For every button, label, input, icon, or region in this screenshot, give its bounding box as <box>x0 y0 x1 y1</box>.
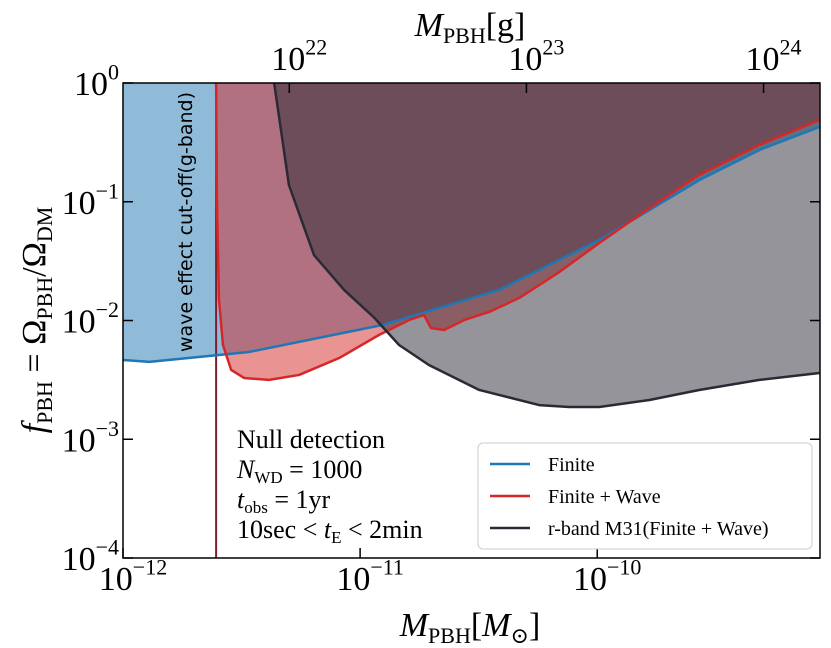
tick-base: 10 <box>99 561 133 598</box>
line <box>214 83 820 382</box>
legend-box <box>477 442 813 550</box>
label-part: M <box>414 7 445 44</box>
label-part: PBH <box>443 23 486 48</box>
label-part: obs <box>244 498 268 517</box>
tick-base: 10 <box>62 541 96 578</box>
y-tick-label: 10−3 <box>62 416 119 459</box>
top-tick-label: 1022 <box>271 35 327 78</box>
line <box>123 125 820 364</box>
label-part: ⊙ <box>511 623 529 648</box>
label-part: [ <box>471 607 482 644</box>
annotation-line: Null detection <box>237 425 385 454</box>
label-part: = 1000 <box>283 455 363 484</box>
legend-label: Finite + Wave <box>548 486 661 508</box>
line <box>272 83 820 409</box>
y-tick-label: 10−4 <box>62 535 119 578</box>
tick-base: 10 <box>62 185 96 222</box>
x-tick-label: 10−11 <box>336 555 404 598</box>
x-axis-label: MPBH[M⊙] <box>399 607 541 648</box>
plot-area <box>123 83 820 558</box>
label-part: = 1yr <box>268 485 331 514</box>
tick-exponent: −3 <box>96 416 119 441</box>
label-part: [g] <box>486 7 526 44</box>
tick-base: 10 <box>508 41 542 78</box>
label-part: ] <box>529 607 540 644</box>
tick-base: 10 <box>271 41 305 78</box>
tick-exponent: 23 <box>542 35 564 60</box>
label-part: PBH <box>32 381 57 424</box>
x-tick-label: 10−10 <box>573 555 641 598</box>
label-part: t <box>324 515 332 544</box>
legend-label: r-band M31(Finite + Wave) <box>548 518 769 540</box>
tick-base: 10 <box>62 304 96 341</box>
top-axis-label: MPBH[g] <box>414 7 526 48</box>
tick-exponent: −11 <box>370 555 404 580</box>
cutoff-label: wave effect cut-off(g-band) <box>175 92 197 352</box>
legend: Finite Finite + Wave r-band M31(Finite + W… <box>477 442 813 550</box>
label-part: M <box>481 607 512 644</box>
tick-exponent: −12 <box>133 555 167 580</box>
tick-exponent: −2 <box>96 297 119 322</box>
label-part: /Ω <box>16 242 53 277</box>
tick-base: 10 <box>74 66 108 103</box>
y-tick-label: 10−2 <box>62 297 119 340</box>
tick-exponent: 0 <box>108 60 119 85</box>
annotation: Null detection NWD = 1000 tobs = 1yr 10s… <box>236 425 423 547</box>
label-part: 10sec < <box>237 515 324 544</box>
tick-base: 10 <box>336 561 370 598</box>
tick-base: 10 <box>62 422 96 459</box>
annotation-line: tobs = 1yr <box>237 485 331 517</box>
label-part: PBH <box>428 623 471 648</box>
x-tick-label: 10−12 <box>99 555 167 598</box>
tick-exponent: 22 <box>305 35 327 60</box>
label-part: < 2min <box>342 515 423 544</box>
label-part: PBH <box>32 277 57 320</box>
tick-exponent: −1 <box>96 178 119 203</box>
top-tick-label: 1024 <box>746 35 802 78</box>
area <box>274 83 820 407</box>
legend-label: Finite <box>548 454 595 476</box>
tick-exponent: −4 <box>96 535 119 560</box>
y-tick-label: 100 <box>74 60 119 103</box>
tick-base: 10 <box>573 561 607 598</box>
y-tick-label: 10−1 <box>62 178 119 221</box>
label-part: E <box>331 528 341 547</box>
label-part: N <box>236 455 256 484</box>
label-part: t <box>237 485 245 514</box>
tick-exponent: −10 <box>607 555 641 580</box>
label-part: = Ω <box>16 320 53 381</box>
plot-frame <box>122 82 821 559</box>
label-part: M <box>399 607 430 644</box>
y-axis-label: fPBH = ΩPBH/ΩDM <box>16 207 57 434</box>
top-tick-label: 1023 <box>508 35 564 78</box>
label-part: WD <box>254 468 282 487</box>
tick-exponent: 24 <box>780 35 802 60</box>
label-part: DM <box>32 207 57 242</box>
annotation-line: NWD = 1000 <box>236 455 362 487</box>
tick-base: 10 <box>746 41 780 78</box>
label-part: Null detection <box>237 425 385 454</box>
annotation-line: 10sec < tE < 2min <box>237 515 423 547</box>
